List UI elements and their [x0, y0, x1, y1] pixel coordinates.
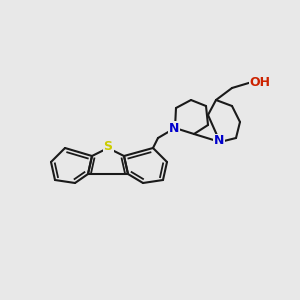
Text: S: S	[103, 140, 112, 154]
Text: N: N	[214, 134, 224, 148]
Text: N: N	[169, 122, 179, 134]
Text: OH: OH	[250, 76, 271, 88]
